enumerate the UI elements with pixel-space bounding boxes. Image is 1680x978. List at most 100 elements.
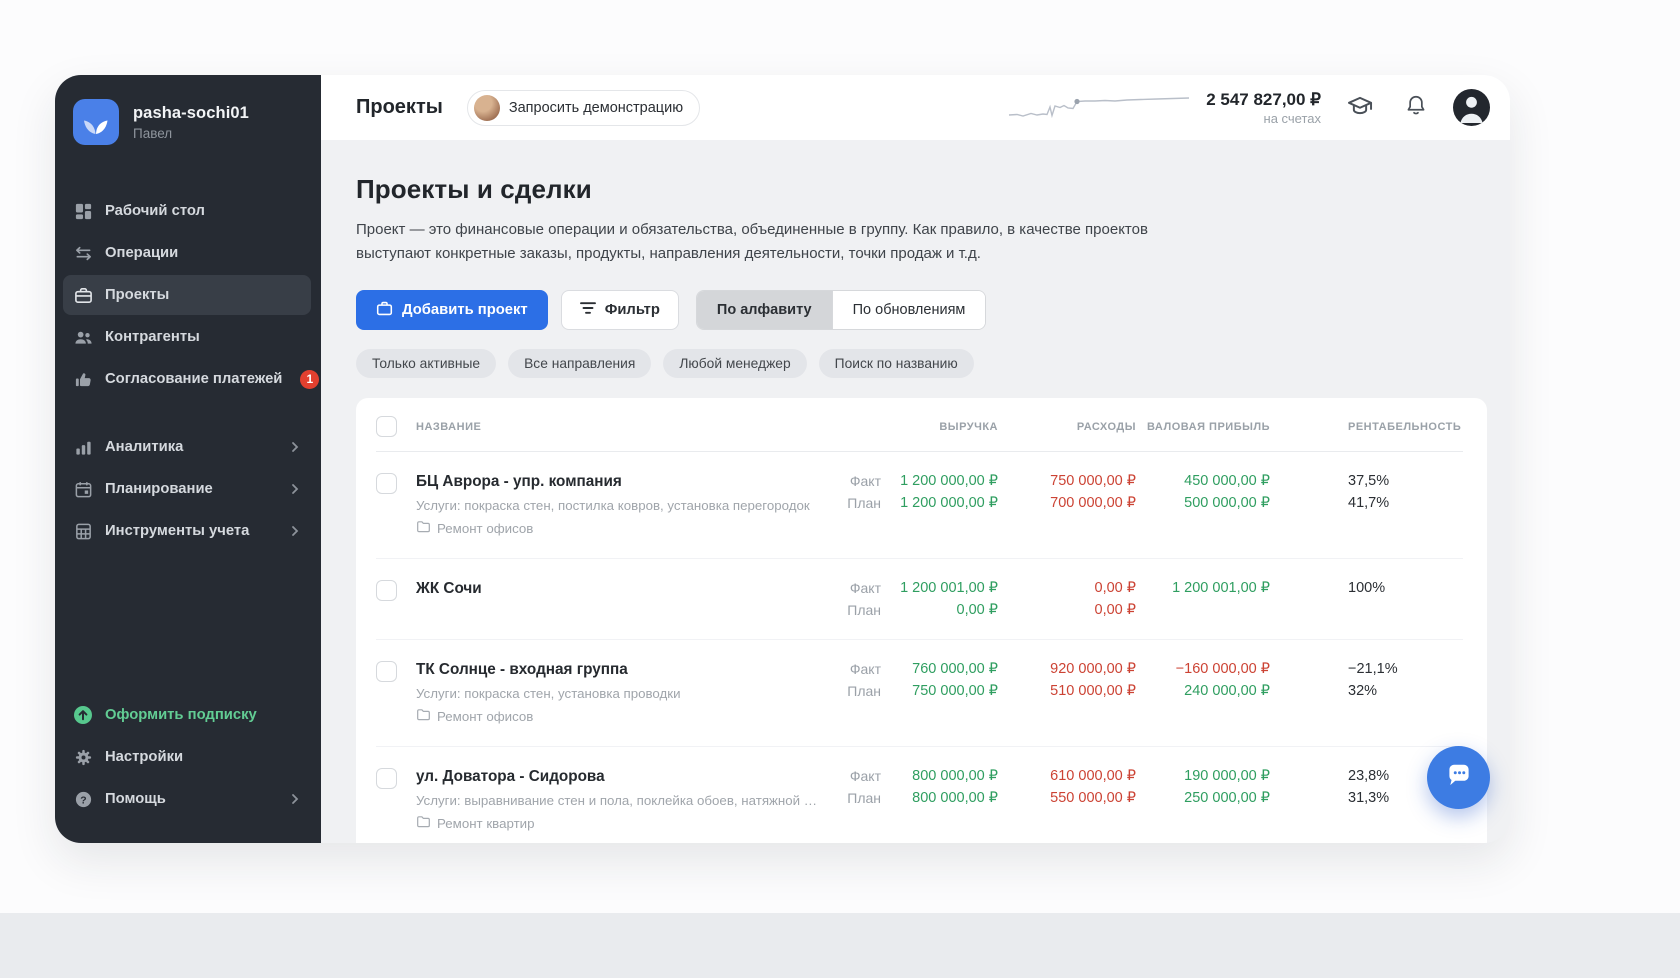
project-metrics: Факт 800 000,00 ₽ 610 000,00 ₽ 190 000,0… bbox=[820, 768, 1463, 806]
demo-request-button[interactable]: Запросить демонстрацию bbox=[466, 89, 701, 126]
sidebar-item-label: Оформить подписку bbox=[105, 707, 257, 723]
sidebar-item-label: Согласование платежей bbox=[105, 371, 283, 387]
fact-expenses: 920 000,00 ₽ bbox=[1050, 661, 1136, 677]
dashboard-icon bbox=[73, 201, 93, 221]
sidebar-item-label: Настройки bbox=[105, 749, 184, 765]
thumbs-up-icon bbox=[73, 369, 93, 389]
project-name[interactable]: ул. Доватора - Сидорова bbox=[416, 768, 605, 785]
sidebar-item-label: Операции bbox=[105, 245, 179, 261]
user-avatar-icon bbox=[1453, 89, 1490, 126]
balance-amount: 2 547 827,00 ₽ bbox=[1206, 89, 1321, 109]
plan-margin bbox=[1270, 602, 1463, 618]
subscribe-button[interactable]: Оформить подписку bbox=[63, 695, 311, 735]
project-category-label: Ремонт квартир bbox=[437, 815, 535, 831]
bar-chart-icon bbox=[73, 437, 93, 457]
user-name: Павел bbox=[133, 125, 173, 141]
row-checkbox[interactable] bbox=[376, 768, 397, 789]
fact-gross-profit: 1 200 001,00 ₽ bbox=[1172, 580, 1270, 596]
plan-gross-profit: 240 000,00 ₽ bbox=[1184, 683, 1270, 699]
plan-revenue: 0,00 ₽ bbox=[956, 602, 998, 618]
fact-expenses: 0,00 ₽ bbox=[1094, 580, 1136, 596]
table-row: ЖК Сочи Факт 1 200 001,00 ₽ 0,00 ₽ 1 200… bbox=[376, 558, 1463, 639]
sidebar-item-projects[interactable]: Проекты bbox=[63, 275, 311, 315]
accounts-balance[interactable]: 2 547 827,00 ₽ на счетах bbox=[1007, 90, 1321, 126]
fact-margin: 100% bbox=[1348, 580, 1386, 596]
fact-expenses: 610 000,00 ₽ bbox=[1050, 768, 1136, 784]
filter-chips: Только активные Все направления Любой ме… bbox=[356, 349, 1487, 378]
sidebar-item-settings[interactable]: Настройки bbox=[63, 737, 311, 777]
plan-revenue: 750 000,00 ₽ bbox=[912, 683, 998, 699]
row-checkbox[interactable] bbox=[376, 473, 397, 494]
project-name-block: БЦ Аврора - упр. компания Услуги: покрас… bbox=[416, 473, 820, 537]
sidebar-item-dashboard[interactable]: Рабочий стол bbox=[63, 191, 311, 231]
projects-table: НАЗВАНИЕ ВЫРУЧКА РАСХОДЫ ВАЛОВАЯ ПРИБЫЛЬ… bbox=[356, 398, 1487, 843]
project-metrics: Факт 1 200 001,00 ₽ 0,00 ₽ 1 200 001,00 … bbox=[820, 580, 1463, 618]
plan-gross-profit: 250 000,00 ₽ bbox=[1184, 790, 1270, 806]
filter-chip-active-only[interactable]: Только активные bbox=[356, 349, 497, 378]
sidebar-item-analytics[interactable]: Аналитика bbox=[63, 427, 311, 467]
sidebar-item-accounting-tools[interactable]: Инструменты учета bbox=[63, 511, 311, 551]
user-profile[interactable]: pasha-sochi01 Павел bbox=[55, 75, 321, 155]
fact-revenue: 1 200 001,00 ₽ bbox=[900, 580, 998, 596]
filter-chip-manager[interactable]: Любой менеджер bbox=[663, 349, 807, 378]
sort-by-updates-button[interactable]: По обновлениям bbox=[831, 291, 986, 329]
project-name-block: ул. Доватора - Сидорова Услуги: выравнив… bbox=[416, 768, 820, 832]
user-menu-button[interactable] bbox=[1453, 89, 1490, 126]
plan-gross-profit bbox=[1136, 602, 1270, 618]
project-category: Ремонт квартир bbox=[416, 814, 820, 832]
education-button[interactable] bbox=[1341, 89, 1379, 127]
approval-count-badge: 1 bbox=[300, 369, 320, 389]
table-row: ул. Доватора - Сидорова Услуги: выравнив… bbox=[376, 746, 1463, 843]
plan-expenses: 0,00 ₽ bbox=[1094, 602, 1136, 618]
transfer-arrows-icon bbox=[73, 243, 93, 263]
project-metrics: Факт 1 200 000,00 ₽ 750 000,00 ₽ 450 000… bbox=[820, 473, 1463, 511]
spreadsheet-icon bbox=[73, 521, 93, 541]
select-all-checkbox[interactable] bbox=[376, 416, 397, 437]
fact-margin: −21,1% bbox=[1348, 661, 1398, 677]
fact-label: Факт bbox=[849, 661, 881, 677]
add-project-label: Добавить проект bbox=[402, 302, 528, 318]
balance-sparkline bbox=[1009, 96, 1190, 118]
table-body: БЦ Аврора - упр. компания Услуги: покрас… bbox=[376, 452, 1463, 843]
fact-revenue: 760 000,00 ₽ bbox=[912, 661, 998, 677]
filter-button[interactable]: Фильтр bbox=[560, 290, 679, 330]
sidebar-item-label: Проекты bbox=[105, 287, 170, 303]
filter-chip-search[interactable]: Поиск по названию bbox=[818, 349, 974, 378]
demo-request-label: Запросить демонстрацию bbox=[508, 99, 684, 116]
project-name[interactable]: ЖК Сочи bbox=[416, 580, 482, 597]
column-header-revenue: ВЫРУЧКА bbox=[939, 420, 998, 433]
sidebar-item-label: Контрагенты bbox=[105, 329, 200, 345]
plan-label: План bbox=[847, 790, 881, 806]
sidebar-item-planning[interactable]: Планирование bbox=[63, 469, 311, 509]
filter-icon bbox=[579, 301, 596, 319]
chat-bubble-icon bbox=[1443, 760, 1475, 795]
sidebar-item-operations[interactable]: Операции bbox=[63, 233, 311, 273]
project-services: Услуги: покраска стен, постилка ковров, … bbox=[416, 498, 810, 513]
fact-gross-profit: 450 000,00 ₽ bbox=[1184, 473, 1270, 489]
actions-row: Добавить проект Фильтр По алфавиту По об… bbox=[356, 290, 1487, 330]
row-checkbox[interactable] bbox=[376, 580, 397, 601]
notifications-button[interactable] bbox=[1399, 89, 1433, 126]
row-checkbox[interactable] bbox=[376, 661, 397, 682]
folder-icon bbox=[416, 519, 431, 537]
balance-caption: на счетах bbox=[1263, 110, 1321, 126]
project-metrics: Факт 760 000,00 ₽ 920 000,00 ₽ −160 000,… bbox=[820, 661, 1463, 699]
chat-button[interactable] bbox=[1427, 746, 1490, 809]
plan-margin: 32% bbox=[1348, 683, 1378, 699]
plan-expenses: 510 000,00 ₽ bbox=[1050, 683, 1136, 699]
sidebar-item-payment-approval[interactable]: Согласование платежей 1 bbox=[63, 359, 320, 399]
sidebar-item-contractors[interactable]: Контрагенты bbox=[63, 317, 311, 357]
sort-alphabetical-button[interactable]: По алфавиту bbox=[696, 291, 832, 329]
add-project-button[interactable]: Добавить проект bbox=[356, 290, 548, 330]
column-header-gross-profit: ВАЛОВАЯ ПРИБЫЛЬ bbox=[1147, 420, 1270, 433]
project-name[interactable]: ТК Солнце - входная группа bbox=[416, 661, 628, 678]
filter-chip-directions[interactable]: Все направления bbox=[508, 349, 652, 378]
chevron-right-icon bbox=[289, 525, 301, 537]
project-name[interactable]: БЦ Аврора - упр. компания bbox=[416, 473, 622, 490]
fact-label: Факт bbox=[849, 768, 881, 784]
sidebar-item-help[interactable]: ? Помощь bbox=[63, 779, 311, 819]
table-header: НАЗВАНИЕ ВЫРУЧКА РАСХОДЫ ВАЛОВАЯ ПРИБЫЛЬ… bbox=[376, 398, 1463, 452]
fact-expenses: 750 000,00 ₽ bbox=[1050, 473, 1136, 489]
fact-gross-profit: −160 000,00 ₽ bbox=[1175, 661, 1270, 677]
sidebar-item-label: Помощь bbox=[105, 791, 166, 807]
